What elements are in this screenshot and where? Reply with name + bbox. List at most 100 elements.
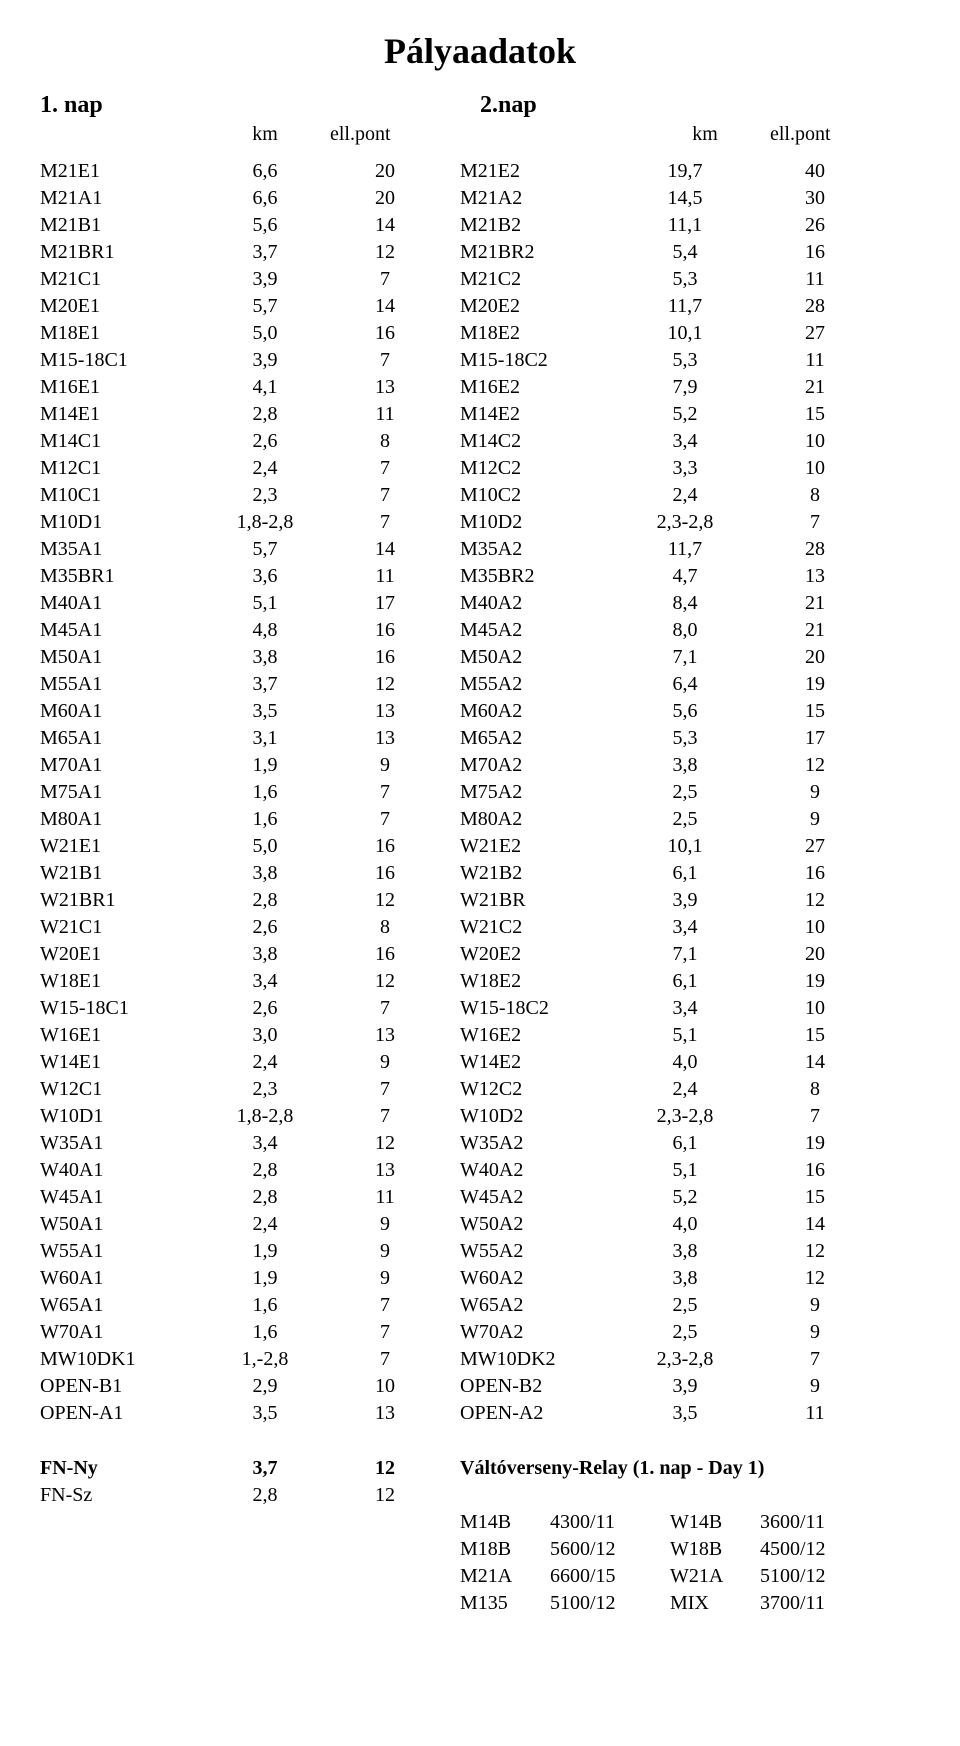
- cell-ell-right: 10: [750, 914, 880, 941]
- cell-km-left: 2,8: [200, 1157, 330, 1184]
- cell-ell-right: 9: [750, 1319, 880, 1346]
- cell-ell-left: 13: [330, 374, 460, 401]
- cell-name-right: M21E2: [460, 158, 620, 185]
- table-row: M70A11,99M70A23,812: [40, 752, 920, 779]
- cell-ell-right: 9: [750, 806, 880, 833]
- cell-km-right: 2,5: [620, 806, 750, 833]
- relay-value-b: 3600/11: [760, 1509, 880, 1536]
- cell-km-right: 5,6: [620, 698, 750, 725]
- cell-km-right: 3,3: [620, 455, 750, 482]
- col-km-right: km: [640, 123, 770, 146]
- cell-km-right: 2,3-2,8: [620, 1346, 750, 1373]
- cell-name-left: M40A1: [40, 590, 200, 617]
- cell-km-right: 14,5: [620, 185, 750, 212]
- cell-name-left: W45A1: [40, 1184, 200, 1211]
- table-row: M10D11,8-2,87M10D22,3-2,87: [40, 509, 920, 536]
- cell-km-left: 2,8: [200, 1184, 330, 1211]
- cell-km-right: 5,3: [620, 266, 750, 293]
- cell-km-left: 3,4: [200, 1130, 330, 1157]
- relay-name-a: M135: [460, 1590, 550, 1617]
- table-row: M12C12,47M12C23,310: [40, 455, 920, 482]
- table-row: M35A15,714M35A211,728: [40, 536, 920, 563]
- cell-ell-right: 19: [750, 671, 880, 698]
- table-row: W60A11,99W60A23,812: [40, 1265, 920, 1292]
- cell-name-left: W10D1: [40, 1103, 200, 1130]
- cell-name-left: M45A1: [40, 617, 200, 644]
- cell-ell-left: 13: [330, 725, 460, 752]
- cell-ell-right: 11: [750, 347, 880, 374]
- cell-km-right: 3,4: [620, 914, 750, 941]
- cell-name-left: M65A1: [40, 725, 200, 752]
- table-row: M35BR13,611M35BR24,713: [40, 563, 920, 590]
- cell-name-left: M70A1: [40, 752, 200, 779]
- cell-ell-right: 9: [750, 1373, 880, 1400]
- cell-ell-right: 21: [750, 617, 880, 644]
- cell-name-right: M21A2: [460, 185, 620, 212]
- relay-name-b: W21A: [670, 1563, 760, 1590]
- data-table: M21E16,620M21E219,740M21A16,620M21A214,5…: [40, 158, 920, 1427]
- cell-ell-left: 12: [330, 239, 460, 266]
- table-row: OPEN-A13,513OPEN-A23,511: [40, 1400, 920, 1427]
- table-row: W21C12,68W21C23,410: [40, 914, 920, 941]
- table-row: M40A15,117M40A28,421: [40, 590, 920, 617]
- cell-km-right: 5,2: [620, 401, 750, 428]
- table-row: W21BR12,812W21BR3,912: [40, 887, 920, 914]
- table-row: W65A11,67W65A22,59: [40, 1292, 920, 1319]
- relay-value-b: 4500/12: [760, 1536, 880, 1563]
- cell-km-left: 5,1: [200, 590, 330, 617]
- cell-km-left: 2,3: [200, 482, 330, 509]
- cell-km-right: 6,1: [620, 860, 750, 887]
- cell-km-left: 3,1: [200, 725, 330, 752]
- cell-name-right: M35BR2: [460, 563, 620, 590]
- cell-ell-left: 20: [330, 158, 460, 185]
- cell-ell-right: 27: [750, 320, 880, 347]
- cell-km-right: 5,1: [620, 1157, 750, 1184]
- cell-ell-left: 11: [330, 401, 460, 428]
- cell-ell-left: 7: [330, 266, 460, 293]
- cell-km-left: 1,6: [200, 1319, 330, 1346]
- cell-km-left: 2,9: [200, 1373, 330, 1400]
- cell-name-left: W14E1: [40, 1049, 200, 1076]
- cell-ell-right: 16: [750, 1157, 880, 1184]
- cell-ell-left: 12: [330, 671, 460, 698]
- cell-km-right: 2,5: [620, 779, 750, 806]
- cell-km-left: 3,0: [200, 1022, 330, 1049]
- cell-km-right: 7,1: [620, 644, 750, 671]
- cell-km-left: 5,0: [200, 320, 330, 347]
- cell-name-left: M10C1: [40, 482, 200, 509]
- table-row: M45A14,816M45A28,021: [40, 617, 920, 644]
- cell-name-left: OPEN-A1: [40, 1400, 200, 1427]
- cell-name-right: W60A2: [460, 1265, 620, 1292]
- cell-km-left: 3,7: [200, 239, 330, 266]
- table-row: W14E12,49W14E24,014: [40, 1049, 920, 1076]
- cell-ell-left: 17: [330, 590, 460, 617]
- cell-name-right: W18E2: [460, 968, 620, 995]
- cell-km-right: 3,8: [620, 1238, 750, 1265]
- cell-name-right: W21B2: [460, 860, 620, 887]
- relay-title: Váltóverseny-Relay (1. nap - Day 1): [460, 1455, 764, 1482]
- cell-ell-right: 19: [750, 1130, 880, 1157]
- cell-ell-left: 7: [330, 995, 460, 1022]
- cell-name-left: W40A1: [40, 1157, 200, 1184]
- cell-name-left: W20E1: [40, 941, 200, 968]
- cell-km-left: 1,6: [200, 1292, 330, 1319]
- cell-km-right: 5,3: [620, 725, 750, 752]
- cell-ell-left: 8: [330, 428, 460, 455]
- table-row: W45A12,811W45A25,215: [40, 1184, 920, 1211]
- cell-km-right: 3,5: [620, 1400, 750, 1427]
- cell-ell-right: 8: [750, 482, 880, 509]
- cell-km-left: 4,1: [200, 374, 330, 401]
- cell-ell-right: 12: [750, 752, 880, 779]
- cell-ell-left: 14: [330, 536, 460, 563]
- cell-km-right: 2,5: [620, 1319, 750, 1346]
- cell-ell-left: 7: [330, 482, 460, 509]
- day1-label: 1. nap: [40, 92, 200, 119]
- cell-km-left: 3,8: [200, 860, 330, 887]
- cell-ell-right: 15: [750, 1184, 880, 1211]
- cell-ell-right: 12: [750, 1238, 880, 1265]
- cell-name-left: M21BR1: [40, 239, 200, 266]
- cell-km-left: 2,4: [200, 1211, 330, 1238]
- cell-km-left: 2,4: [200, 455, 330, 482]
- cell-km-left: 3,8: [200, 644, 330, 671]
- cell-ell-left: 7: [330, 1103, 460, 1130]
